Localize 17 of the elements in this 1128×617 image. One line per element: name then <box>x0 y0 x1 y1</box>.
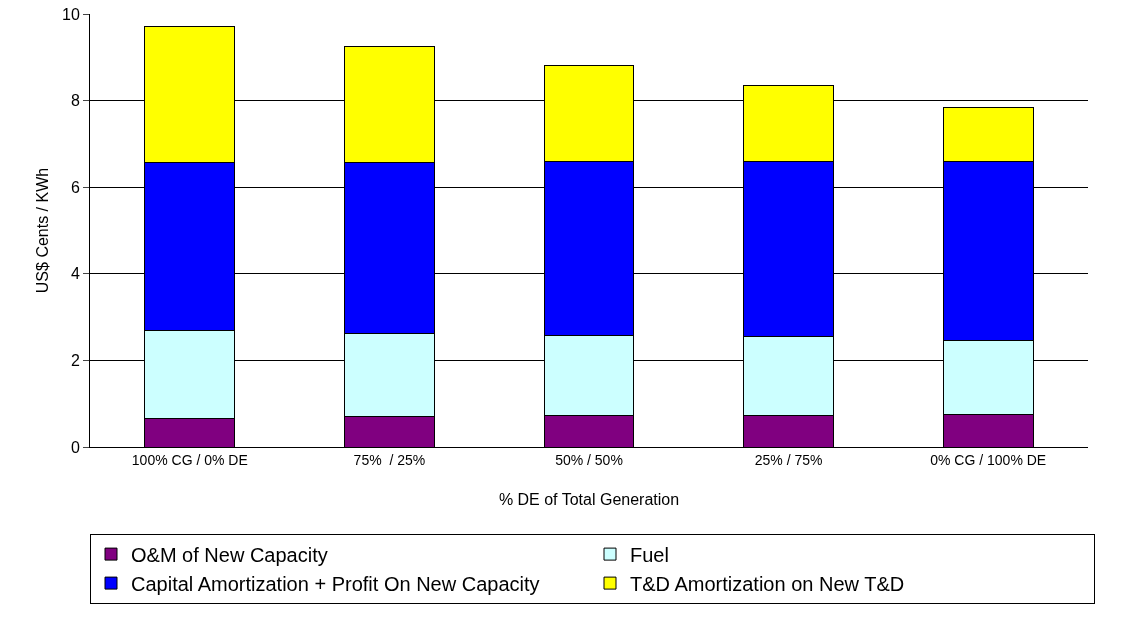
x-tick-label: 75% / 25% <box>353 451 426 468</box>
legend-label: O&M of New Capacity <box>131 543 328 566</box>
x-tick-label: 100% CG / 0% DE <box>131 451 248 468</box>
x-tick-label: 50% / 50% <box>555 451 623 468</box>
x-axis-title: % DE of Total Generation <box>498 491 680 508</box>
y-tick-label: 2 <box>70 352 80 369</box>
x-tick-label: 25% / 75% <box>754 451 823 468</box>
legend-label: Fuel <box>630 543 669 566</box>
y-tick-label: 0 <box>70 438 80 456</box>
legend-label: T&D Amortization on New T&D <box>630 572 905 595</box>
y-tick-label: 6 <box>70 178 80 196</box>
y-tick-label: 4 <box>70 265 80 283</box>
x-tick-label: 0% CG / 100% DE <box>930 451 1047 468</box>
y-tick-label: 8 <box>70 92 80 110</box>
legend-label: Capital Amortization + Profit On New Capacity <box>131 572 540 595</box>
y-axis-title: US$ Cents / KWh <box>34 167 51 294</box>
y-tick-label: 10 <box>62 5 80 23</box>
